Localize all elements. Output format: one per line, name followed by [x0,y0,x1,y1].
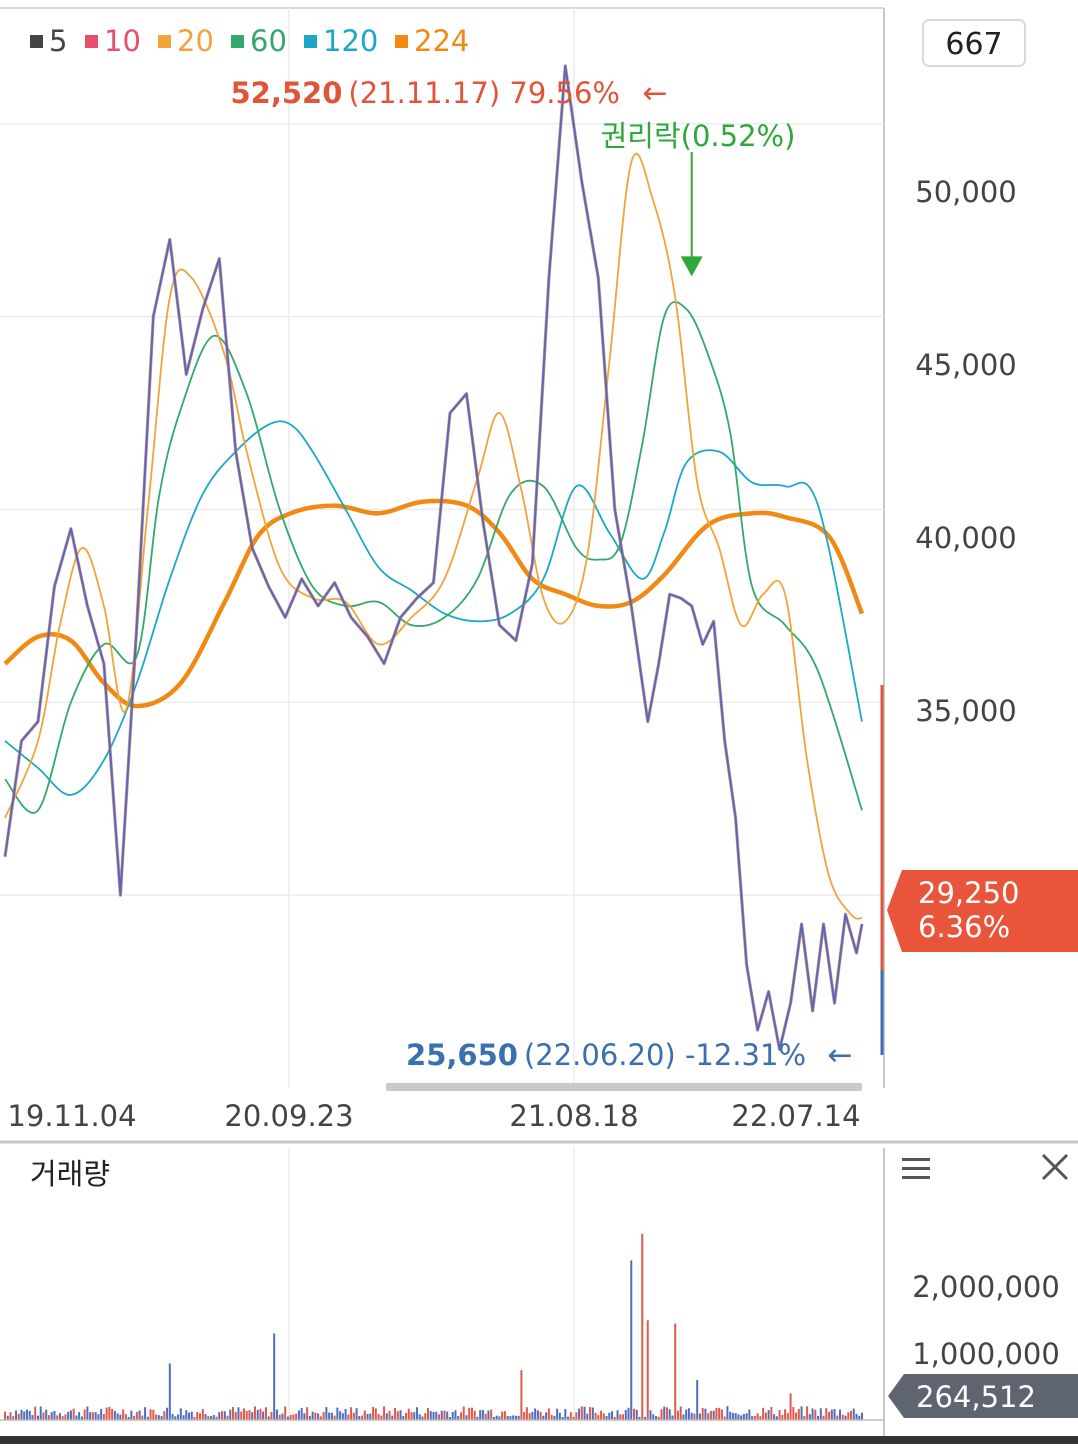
legend-swatch [231,35,244,48]
legend-label: 10 [104,24,141,58]
x-tick-label: 21.08.18 [509,1099,638,1133]
event-marker-triangle [680,256,703,277]
low-price: 25,650 [406,1038,518,1072]
x-tick-label: 19.11.04 [7,1099,136,1133]
legend-swatch [30,35,43,48]
high-price: 52,520 [231,76,343,110]
legend-swatch [304,35,317,48]
volume-y-tick-label: 2,000,000 [912,1270,1060,1304]
volume-y-tick-label: 1,000,000 [912,1337,1060,1371]
series-line-60 [4,301,863,814]
y-tick-label: 35,000 [915,694,1016,728]
y-tick-label: 45,000 [915,348,1016,382]
event-label: 권리락(0.52%) [601,119,796,153]
low-detail: (22.06.20) -12.31% [524,1038,806,1072]
low-arrow-icon: ← [827,1038,852,1073]
series-line-224 [3,498,865,709]
legend-swatch [158,35,171,48]
counter-box[interactable] [922,19,1026,67]
x-tick-label: 20.09.23 [224,1099,353,1133]
legend-swatch [395,35,408,48]
legend: 5 10 20 60 120 224 [30,24,469,58]
legend-label: 120 [323,24,378,58]
high-detail: (21.11.17) 79.56% [348,76,620,110]
legend-swatch [85,35,98,48]
legend-label: 5 [49,24,67,58]
close-icon[interactable] [1041,1153,1069,1181]
current-volume: 264,512 [916,1380,1036,1414]
legend-label: 224 [414,24,469,58]
y-tick-label: 50,000 [915,175,1016,209]
current-price-tag [887,870,1078,952]
y-tick-label: 40,000 [915,521,1016,555]
current-volume-tag [888,1374,1078,1418]
low-annotation: 25,650 (22.06.20) -12.31% [406,1038,806,1072]
series-line-5 [4,64,863,1051]
high-arrow-icon: ← [642,76,667,111]
current-change: 6.36% [918,910,1010,944]
price-series [3,64,865,1051]
price-markers [680,152,703,277]
volume-title: 거래량 [30,1157,110,1191]
menu-icon[interactable] [902,1158,930,1179]
series-line-120 [4,420,863,796]
volume-bars [0,1233,884,1421]
legend-label: 60 [250,24,287,58]
chart-scrollbar[interactable] [386,1083,862,1091]
current-price: 29,250 [918,876,1019,910]
counter-value: 667 [945,27,1002,62]
legend-label: 20 [177,24,214,58]
x-tick-label: 22.07.14 [731,1099,860,1133]
high-annotation: 52,520 (21.11.17) 79.56% [231,76,621,110]
